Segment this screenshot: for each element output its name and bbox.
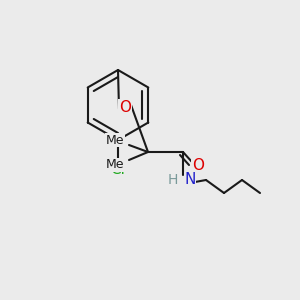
Text: N: N: [184, 172, 196, 188]
Text: Cl: Cl: [111, 161, 125, 176]
Text: H: H: [168, 173, 178, 187]
Text: O: O: [119, 100, 131, 115]
Text: O: O: [192, 158, 204, 173]
Text: Me: Me: [106, 134, 124, 146]
Text: Me: Me: [106, 158, 124, 172]
